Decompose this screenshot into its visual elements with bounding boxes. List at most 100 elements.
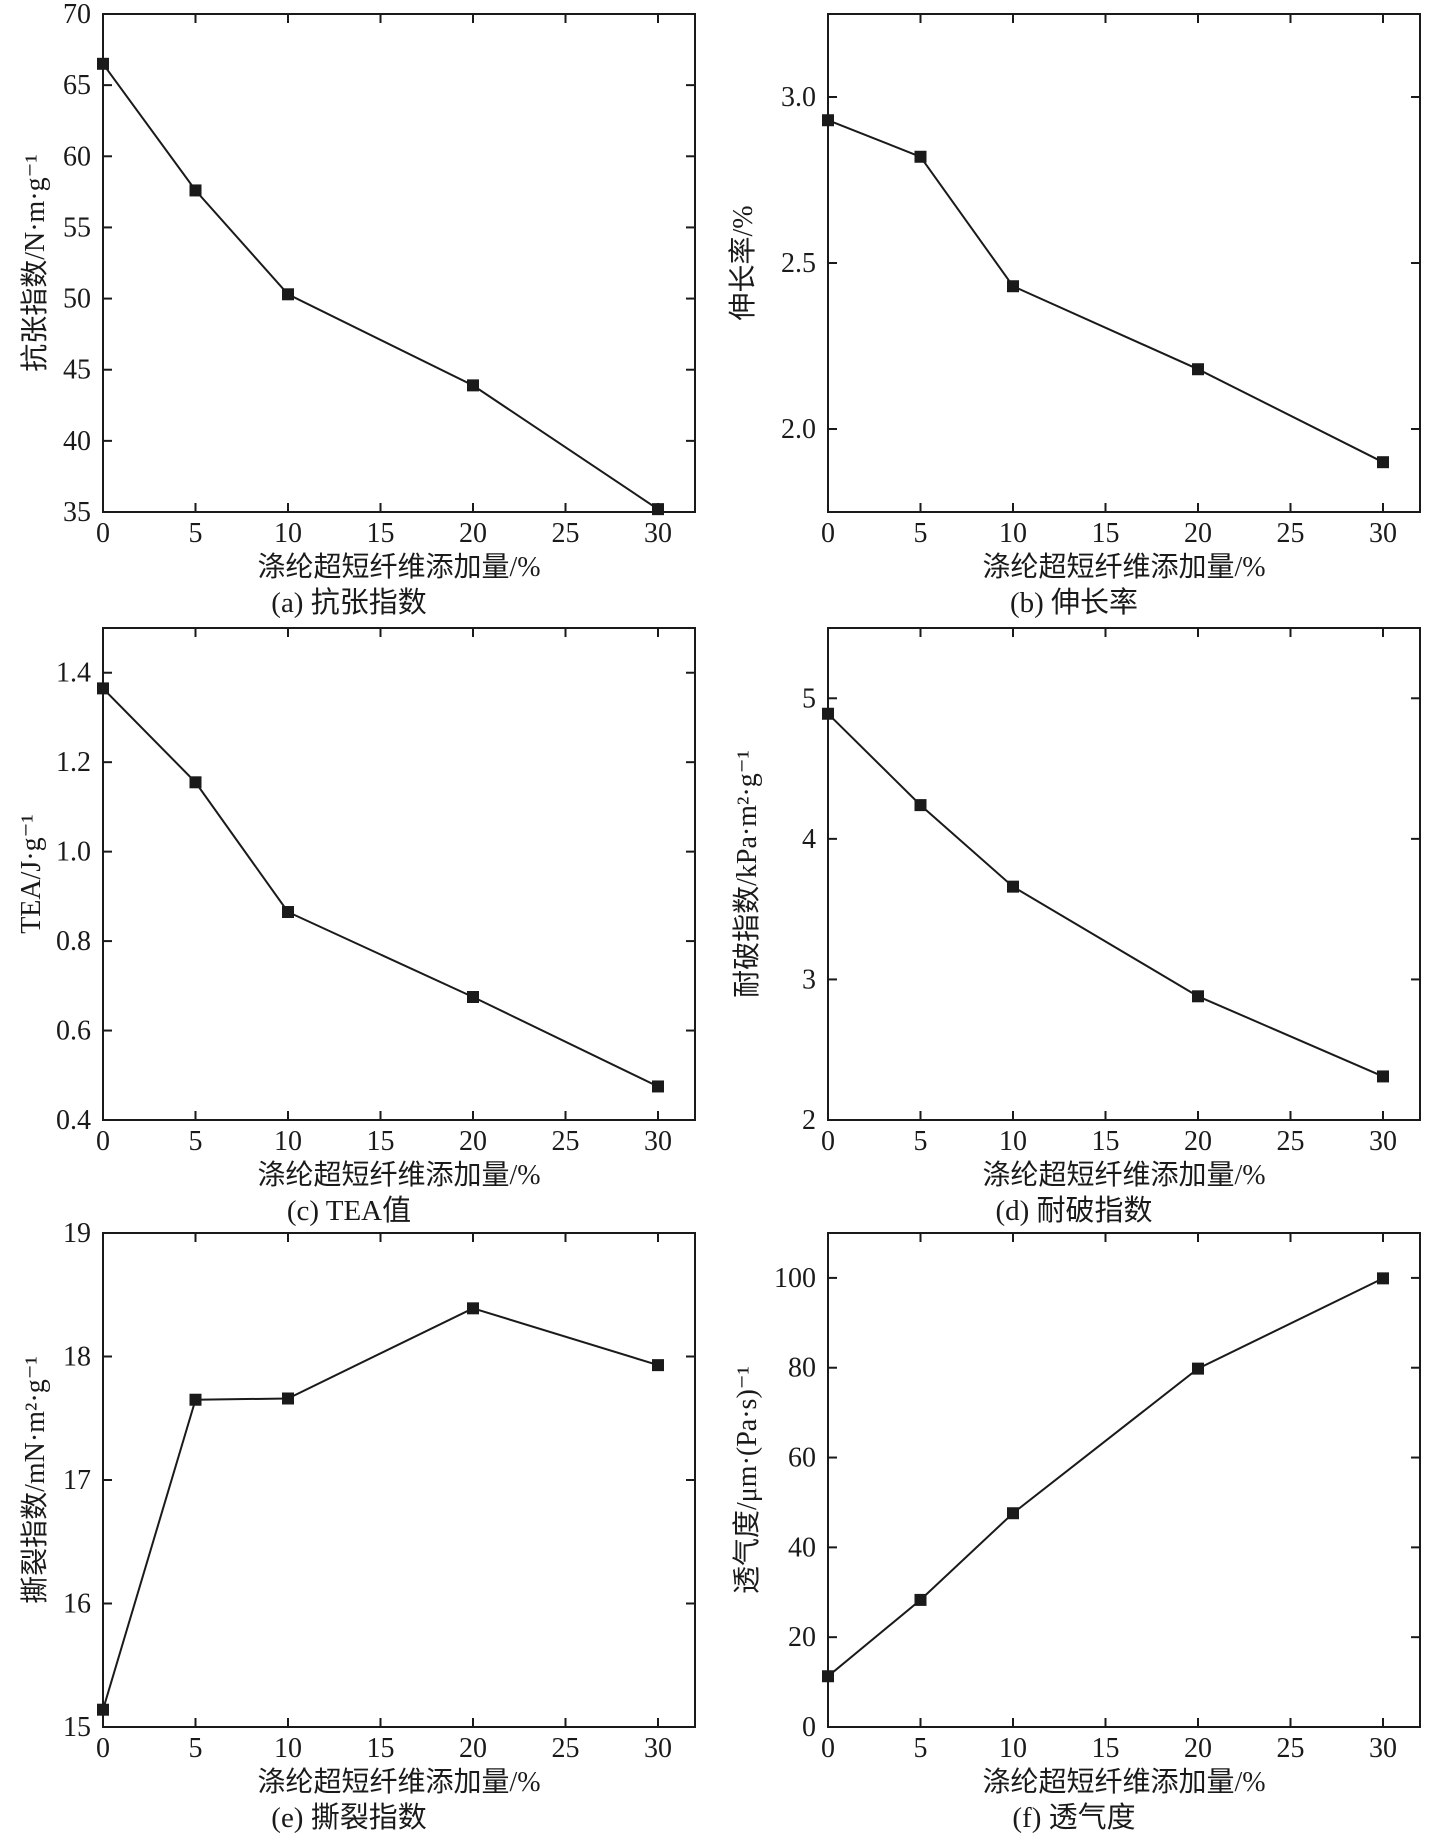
y-axis-label: 抗张指数/N·m·g⁻¹ <box>19 154 51 372</box>
x-tick-label: 20 <box>1184 518 1212 549</box>
data-point-marker <box>97 57 109 70</box>
x-tick-label: 20 <box>459 518 487 549</box>
data-point-marker <box>189 184 202 197</box>
y-tick-label: 3 <box>802 964 816 995</box>
data-point-marker <box>822 114 834 127</box>
x-tick-label: 15 <box>367 1126 395 1157</box>
y-tick-label: 70 <box>63 0 91 30</box>
data-point-marker <box>467 379 479 392</box>
x-tick-label: 0 <box>821 1126 835 1157</box>
y-tick-label: 100 <box>774 1263 816 1294</box>
y-tick-label: 50 <box>63 284 91 315</box>
x-tick-label: 5 <box>189 1126 203 1157</box>
y-tick-label: 4 <box>802 824 816 855</box>
x-tick-label: 5 <box>914 1733 928 1764</box>
data-point-marker <box>652 1359 664 1372</box>
data-point-marker <box>1192 1362 1204 1375</box>
y-axis-label: TEA/J·g⁻¹ <box>16 814 47 934</box>
data-point-marker <box>467 1302 479 1315</box>
chart-panel-burst-index: 0 5 10 15 20 25 30 2 3 4 5 涤纶超短纤维添加量/%(d) 耐破指数 耐破指数/… <box>731 627 1421 1227</box>
data-point-marker <box>1377 1272 1389 1285</box>
data-point-marker <box>1377 1070 1389 1083</box>
y-tick-label: 0.6 <box>56 1016 91 1047</box>
x-tick-label: 30 <box>1369 518 1397 549</box>
y-tick-label: 1.2 <box>56 747 91 778</box>
x-tick-label: 15 <box>1092 518 1120 549</box>
x-tick-label: 10 <box>274 1126 302 1157</box>
panel-caption: (b) 伸长率 <box>1010 586 1138 619</box>
x-tick-label: 10 <box>999 1733 1027 1764</box>
data-point-marker <box>652 503 664 516</box>
data-point-marker <box>1377 456 1389 469</box>
data-point-marker <box>914 1593 927 1606</box>
x-tick-label: 10 <box>999 1126 1027 1157</box>
data-point-marker <box>1007 880 1019 893</box>
y-tick-label: 65 <box>63 70 91 101</box>
x-tick-label: 10 <box>999 518 1027 549</box>
y-tick-label: 60 <box>63 141 91 172</box>
x-tick-label: 10 <box>274 518 302 549</box>
data-point-marker <box>97 682 109 695</box>
y-axis-label: 撕裂指数/mN·m²·g⁻¹ <box>19 1356 51 1604</box>
x-tick-label: 25 <box>1277 1733 1305 1764</box>
data-point-marker <box>189 1393 202 1406</box>
y-tick-label: 3.0 <box>781 82 816 113</box>
x-axis-label: 涤纶超短纤维添加量/% <box>257 1766 540 1798</box>
x-tick-label: 30 <box>1369 1733 1397 1764</box>
x-tick-label: 0 <box>96 1733 110 1764</box>
x-tick-label: 5 <box>914 518 928 549</box>
series-line <box>102 63 659 511</box>
x-tick-label: 20 <box>1184 1733 1212 1764</box>
x-axis-label: 涤纶超短纤维添加量/% <box>982 1159 1265 1191</box>
x-tick-label: 25 <box>1277 1126 1305 1157</box>
x-tick-label: 15 <box>367 1733 395 1764</box>
y-tick-label: 16 <box>63 1589 91 1620</box>
data-point-marker <box>97 1703 109 1716</box>
x-tick-label: 5 <box>189 1733 203 1764</box>
data-point-marker <box>822 707 834 720</box>
y-tick-label: 35 <box>63 497 91 528</box>
panel-caption: (a) 抗张指数 <box>271 586 426 619</box>
y-tick-label: 0.4 <box>56 1105 91 1136</box>
x-axis-label: 涤纶超短纤维添加量/% <box>982 1766 1265 1798</box>
y-tick-label: 60 <box>788 1443 816 1474</box>
y-tick-label: 0.8 <box>56 926 91 957</box>
series-line <box>102 687 659 1088</box>
x-tick-label: 0 <box>96 518 110 549</box>
chart-panel-tensile-index: 0 5 10 15 20 25 30 35 40 45 50 55 60 65 70 涤纶超短纤维添加量/%(… <box>19 0 696 619</box>
y-tick-label: 0 <box>802 1712 816 1743</box>
x-tick-label: 25 <box>552 518 580 549</box>
x-axis-label: 涤纶超短纤维添加量/% <box>257 1159 540 1191</box>
panel-caption: (f) 透气度 <box>1012 1801 1135 1834</box>
x-tick-label: 15 <box>367 518 395 549</box>
x-tick-label: 10 <box>274 1733 302 1764</box>
series-line <box>827 712 1384 1078</box>
x-tick-label: 0 <box>821 1733 835 1764</box>
data-point-marker <box>282 1392 294 1405</box>
plot-frame <box>102 1232 696 1728</box>
chart-panel-tear-index: 0 5 10 15 20 25 30 15 16 17 18 19 涤纶超短纤维添加量/%(e) 撕裂指… <box>19 1218 696 1834</box>
data-point-marker <box>189 776 202 789</box>
panel-caption: (c) TEA值 <box>287 1194 411 1227</box>
y-tick-label: 45 <box>63 355 91 386</box>
data-point-marker <box>914 799 927 812</box>
plot-frame <box>827 1232 1421 1728</box>
x-tick-label: 15 <box>1092 1126 1120 1157</box>
y-tick-label: 55 <box>63 212 91 243</box>
x-tick-label: 30 <box>1369 1126 1397 1157</box>
x-tick-label: 5 <box>914 1126 928 1157</box>
series-line <box>827 119 1384 464</box>
y-tick-label: 80 <box>788 1353 816 1384</box>
y-tick-label: 40 <box>63 426 91 457</box>
data-point-marker <box>467 991 479 1003</box>
plot-frame <box>827 13 1421 513</box>
plot-frame <box>102 627 696 1121</box>
panel-caption: (e) 撕裂指数 <box>271 1801 426 1834</box>
x-axis-label: 涤纶超短纤维添加量/% <box>982 551 1265 583</box>
x-tick-label: 0 <box>96 1126 110 1157</box>
y-axis-label: 耐破指数/kPa·m²·g⁻¹ <box>731 750 763 998</box>
x-tick-label: 5 <box>189 518 203 549</box>
x-tick-label: 20 <box>1184 1126 1212 1157</box>
